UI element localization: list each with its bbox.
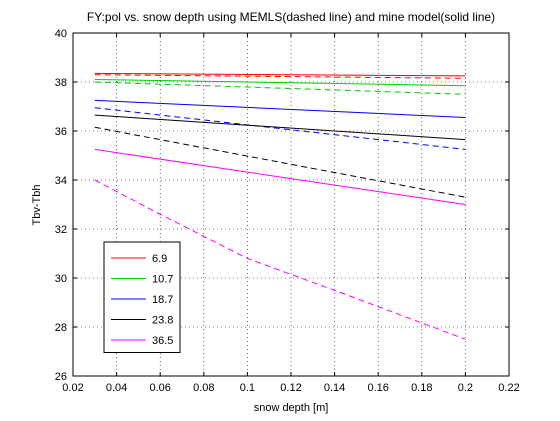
x-tick-label: 0.16: [367, 382, 388, 394]
y-tick-label: 38: [55, 77, 67, 89]
chart-title: FY:pol vs. snow depth using MEMLS(dashed…: [87, 10, 495, 24]
y-tick-label: 36: [55, 126, 67, 138]
x-axis-label: snow depth [m]: [254, 402, 329, 414]
y-tick-label: 26: [55, 371, 67, 383]
series-line-10-7-dashed: [94, 81, 466, 95]
y-tick-label: 32: [55, 224, 67, 236]
series-line-10-7-solid: [94, 79, 466, 87]
legend-label: 36.5: [152, 335, 173, 347]
x-tick-label: 0.08: [193, 382, 214, 394]
y-axis-label: Tbv-Tbh: [31, 185, 43, 226]
legend: 6.9 10.7 18.7 23.8 36.5: [103, 241, 181, 353]
y-tick-label: 28: [55, 322, 67, 334]
x-tick-label: 0.04: [106, 382, 127, 394]
legend-label: 6.9: [152, 253, 167, 265]
y-tick-label: 34: [55, 175, 67, 187]
x-tick-label: 0.14: [324, 382, 345, 394]
series-line-36-5-solid: [94, 148, 466, 205]
series-line-36-5-dashed: [94, 179, 466, 340]
series-line-18-7-solid: [94, 99, 466, 118]
series-line-23-8-dashed: [94, 126, 466, 198]
x-tick-label: 0.02: [62, 382, 83, 394]
legend-label: 18.7: [152, 294, 173, 306]
x-tick-label: 0.18: [411, 382, 432, 394]
y-tick-label: 30: [55, 273, 67, 285]
legend-label: 23.8: [152, 315, 173, 327]
legend-box: [103, 241, 181, 353]
series-line-18-7-dashed: [94, 107, 466, 150]
series-line-6-9-dashed: [94, 74, 466, 79]
series-line-6-9-solid: [94, 72, 466, 77]
y-tick-label: 40: [55, 28, 67, 40]
x-tick-label: 0.22: [498, 382, 519, 394]
ticks: 0.02 0.04 0.06 0.08 0.1 0.12 0.14 0.16 0.18 0.2 0.…: [55, 28, 520, 394]
x-tick-label: 0.06: [149, 382, 170, 394]
series-layer: [94, 72, 466, 340]
legend-label: 10.7: [152, 274, 173, 286]
x-tick-label: 0.2: [458, 382, 473, 394]
x-tick-label: 0.1: [240, 382, 255, 394]
x-tick-label: 0.12: [280, 382, 301, 394]
series-line-23-8-solid: [94, 114, 466, 141]
